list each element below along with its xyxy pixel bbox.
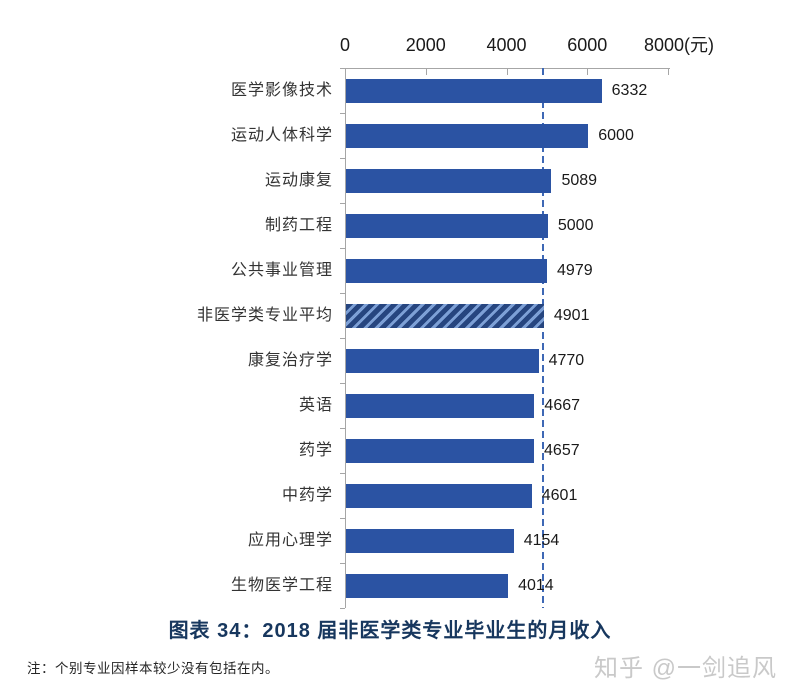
category-label: 中药学 — [281, 487, 333, 504]
bar-value-label: 4667 — [544, 397, 581, 414]
bar — [346, 258, 548, 283]
category-label: 英语 — [298, 397, 333, 414]
y-axis-tick — [340, 158, 345, 159]
bar-value-label: 4901 — [553, 307, 590, 324]
category-label: 生物医学工程 — [230, 577, 333, 594]
y-axis-tick — [340, 203, 345, 204]
bar-value-label: 6332 — [611, 82, 648, 99]
category-label: 康复治疗学 — [247, 352, 333, 369]
x-tick-label: 0 — [339, 35, 351, 55]
bar — [346, 78, 602, 103]
category-label: 制药工程 — [264, 217, 333, 234]
bar — [346, 213, 548, 238]
category-label: 运动康复 — [264, 172, 333, 189]
x-axis-line — [345, 68, 670, 69]
y-axis-tick — [340, 518, 345, 519]
bar-value-label: 4154 — [523, 532, 560, 549]
x-axis-tick — [668, 69, 669, 75]
bar-value-label: 5000 — [557, 217, 594, 234]
bar-value-label: 4657 — [544, 442, 580, 459]
bar — [346, 123, 589, 148]
bar — [346, 573, 509, 598]
bar — [346, 393, 535, 418]
y-axis-tick — [340, 473, 345, 474]
y-axis-tick — [340, 293, 345, 294]
watermark: 知乎 @一剑追风 — [594, 655, 778, 682]
category-label: 应用心理学 — [247, 532, 333, 549]
bar-value-label: 6000 — [598, 127, 634, 144]
x-tick-label: 6000 — [567, 35, 608, 55]
y-axis-tick — [340, 383, 345, 384]
bar — [346, 348, 539, 373]
y-axis-tick — [340, 68, 345, 69]
y-axis-tick — [340, 113, 345, 114]
bar — [346, 438, 535, 463]
bar — [346, 483, 532, 508]
y-axis-tick — [340, 248, 345, 249]
average-bar — [346, 303, 544, 328]
x-axis-tick — [506, 69, 508, 75]
chart-title: 图表 34：2018 届非医学类专业毕业生的月收入 — [168, 620, 612, 642]
bar — [346, 528, 514, 553]
bar-value-label: 4770 — [548, 352, 585, 369]
x-axis-tick — [425, 69, 427, 75]
category-label: 医学影像技术 — [230, 82, 333, 99]
y-axis-tick — [340, 338, 345, 339]
x-tick-label: 8000(元) — [643, 35, 715, 55]
y-axis-tick — [340, 608, 345, 609]
x-axis-tick — [587, 69, 589, 75]
y-axis-tick — [340, 563, 345, 564]
category-label: 公共事业管理 — [230, 262, 333, 279]
x-tick-label: 2000 — [405, 35, 446, 55]
y-axis-line — [345, 68, 346, 608]
category-label: 运动人体科学 — [230, 127, 333, 144]
footnote: 注：个别专业因样本较少没有包括在内。 — [27, 661, 279, 676]
bar-value-label: 4979 — [557, 262, 593, 279]
bar-value-label: 4601 — [541, 487, 578, 504]
category-label: 非医学类专业平均 — [196, 307, 333, 324]
y-axis-tick — [340, 428, 345, 429]
bar — [346, 168, 552, 193]
x-axis-tick — [345, 69, 346, 75]
bar-value-label: 4014 — [518, 577, 554, 594]
category-label: 药学 — [298, 442, 333, 459]
bar-value-label: 5089 — [561, 172, 598, 189]
average-reference-line — [541, 68, 544, 608]
x-tick-label: 4000 — [486, 35, 527, 55]
